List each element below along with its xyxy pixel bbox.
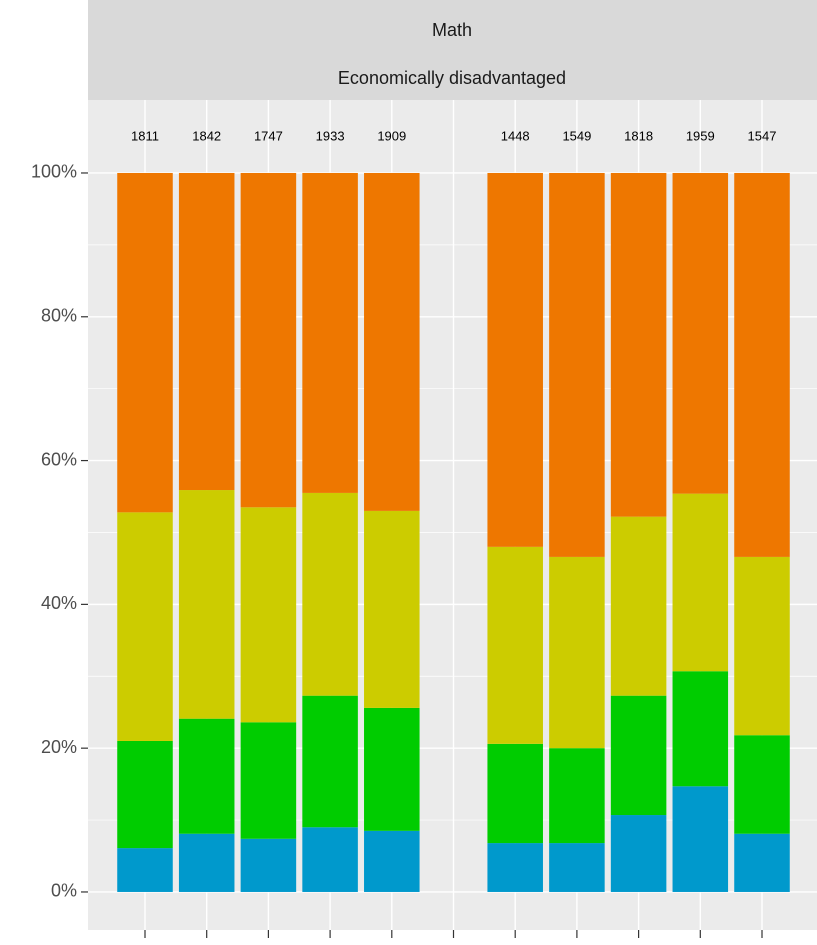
bar-segment xyxy=(302,695,358,828)
bar-segment xyxy=(117,172,173,513)
bar-segment xyxy=(240,507,297,723)
count-label: 1547 xyxy=(748,128,777,143)
count-label: 1549 xyxy=(562,128,591,143)
bar-segment xyxy=(240,172,297,508)
bar-segment xyxy=(734,833,790,892)
bar-segment xyxy=(178,718,235,834)
strip xyxy=(88,50,817,100)
bar-segment xyxy=(364,707,420,831)
bar-segment xyxy=(364,172,420,511)
bar-segment xyxy=(178,490,235,719)
y-tick-label: 40% xyxy=(41,593,77,613)
strip-label: Economically disadvantaged xyxy=(338,68,566,88)
bar-segment xyxy=(672,671,729,787)
bar-segment xyxy=(734,556,790,736)
count-label: 1909 xyxy=(377,128,406,143)
bar-segment xyxy=(302,172,358,493)
count-label: 1811 xyxy=(131,128,159,143)
count-label: 1448 xyxy=(501,128,530,143)
bar-segment xyxy=(549,172,605,557)
bar-segment xyxy=(487,546,543,744)
y-tick-label: 80% xyxy=(41,306,77,326)
bar-segment xyxy=(178,172,235,491)
bar-segment xyxy=(549,843,605,892)
bar-segment xyxy=(364,510,420,708)
bar-segment xyxy=(240,722,297,839)
strip xyxy=(88,0,817,50)
bar-segment xyxy=(240,838,297,892)
count-label: 1842 xyxy=(192,128,221,143)
bar-segment xyxy=(610,695,667,816)
bar-segment xyxy=(672,172,729,494)
bar-segment xyxy=(117,740,173,849)
y-tick-label: 60% xyxy=(41,449,77,469)
y-tick-label: 100% xyxy=(31,162,77,182)
bar-segment xyxy=(549,748,605,844)
bar-segment xyxy=(364,830,420,892)
bar-segment xyxy=(302,492,358,696)
bar-segment xyxy=(302,827,358,892)
bar-segment xyxy=(734,172,790,557)
bar-segment xyxy=(117,848,173,892)
bar-segment xyxy=(610,172,667,517)
bar-segment xyxy=(672,786,729,892)
bar-segment xyxy=(487,743,543,844)
bar-segment xyxy=(610,815,667,892)
bar-segment xyxy=(610,516,667,696)
bar-segment xyxy=(549,556,605,749)
y-tick-label: 0% xyxy=(51,881,77,901)
bar-segment xyxy=(487,843,543,892)
bar-segment xyxy=(734,735,790,834)
bar-segment xyxy=(487,172,543,547)
strip-label: Math xyxy=(432,20,472,40)
y-tick-label: 20% xyxy=(41,737,77,757)
bar-segment xyxy=(117,512,173,741)
count-label: 1959 xyxy=(686,128,715,143)
bar-segment xyxy=(178,833,235,892)
count-label: 1933 xyxy=(316,128,345,143)
bar-segment xyxy=(672,493,729,672)
count-label: 1747 xyxy=(254,128,283,143)
count-label: 1818 xyxy=(624,128,653,143)
